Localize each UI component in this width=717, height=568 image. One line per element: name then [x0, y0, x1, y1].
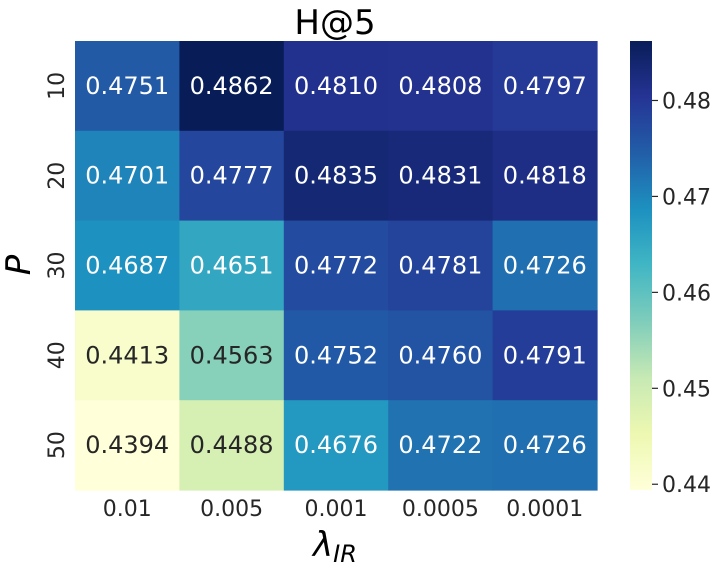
heatmap-cell — [388, 41, 494, 132]
x-axis-label: λIR — [311, 525, 357, 568]
cell-value-label: 0.4791 — [503, 341, 587, 369]
heatmap-cell — [388, 310, 494, 401]
heatmap-cells: 0.4751 0.4862 0.4810 0.4808 0.4797 0.4701 0.47… — [75, 41, 598, 491]
cell-value-label: 0.4777 — [190, 162, 274, 190]
heatmap-cell — [75, 130, 180, 222]
heatmap-cell — [283, 220, 389, 311]
heatmap-cell — [492, 400, 598, 491]
heatmap-cell — [75, 220, 180, 311]
heatmap-cell — [492, 41, 598, 132]
y-tick-label: 10 — [45, 72, 70, 100]
x-axis-label-subscript: IR — [333, 540, 357, 568]
y-axis-label: P — [0, 254, 39, 275]
colorbar-tick-label: 0.46 — [662, 281, 711, 306]
heatmap-cell — [283, 41, 389, 132]
cell-value-label: 0.4818 — [503, 162, 587, 190]
cell-value-label: 0.4651 — [190, 252, 274, 280]
cell-value-label: 0.4772 — [294, 252, 378, 280]
cell-value-label: 0.4797 — [503, 72, 587, 100]
y-tick-label: 20 — [45, 162, 70, 190]
heatmap-cell — [283, 310, 389, 401]
cell-value-label: 0.4701 — [85, 162, 169, 190]
heatmap-cell — [388, 400, 494, 491]
heatmap-cell — [283, 400, 389, 491]
cell-value-label: 0.4835 — [294, 162, 378, 190]
cell-value-label: 0.4808 — [398, 72, 482, 100]
colorbar-tick-label: 0.47 — [662, 185, 711, 210]
colorbar-ticks: 0.44 0.45 0.46 0.47 0.48 — [652, 89, 711, 498]
cell-value-label: 0.4488 — [190, 431, 274, 459]
x-tick-label: 0.01 — [103, 497, 152, 522]
heatmap-cell — [179, 400, 285, 491]
heatmap-cell — [75, 41, 180, 132]
x-tick-label: 0.0001 — [506, 497, 583, 522]
heatmap-cell — [179, 310, 285, 401]
cell-value-label: 0.4563 — [190, 341, 274, 369]
x-axis-label-main: λ — [311, 525, 333, 565]
cell-value-label: 0.4831 — [398, 162, 482, 190]
heatmap-cell — [492, 220, 598, 311]
y-axis-tick-labels: 10 20 30 40 50 — [45, 72, 70, 459]
cell-value-label: 0.4726 — [503, 252, 587, 280]
cell-value-label: 0.4752 — [294, 341, 378, 369]
x-tick-label: 0.001 — [305, 497, 368, 522]
heatmap-cell — [75, 400, 180, 491]
cell-value-label: 0.4394 — [85, 431, 169, 459]
heatmap-cell — [283, 130, 389, 222]
colorbar-tick-label: 0.48 — [662, 89, 711, 114]
x-axis-tick-labels: 0.01 0.005 0.001 0.0005 0.0001 — [103, 497, 584, 522]
cell-value-label: 0.4760 — [398, 341, 482, 369]
cell-value-label: 0.4676 — [294, 431, 378, 459]
heatmap-cell — [179, 41, 285, 132]
cell-value-label: 0.4726 — [503, 431, 587, 459]
cell-value-label: 0.4722 — [398, 431, 482, 459]
y-tick-label: 50 — [45, 431, 70, 459]
cell-value-label: 0.4751 — [85, 72, 169, 100]
heatmap-cell — [492, 130, 598, 222]
cell-value-label: 0.4810 — [294, 72, 378, 100]
heatmap-cell — [179, 130, 285, 222]
cell-value-label: 0.4862 — [190, 72, 274, 100]
heatmap-cell — [388, 130, 494, 222]
y-tick-label: 40 — [45, 341, 70, 369]
y-tick-label: 30 — [45, 252, 70, 280]
chart-title: H@5 — [294, 3, 375, 43]
colorbar — [630, 41, 652, 490]
heatmap-cell — [75, 310, 180, 401]
colorbar-tick-label: 0.45 — [662, 377, 711, 402]
cell-value-label: 0.4687 — [85, 252, 169, 280]
x-tick-label: 0.005 — [200, 497, 263, 522]
heatmap-cell — [179, 220, 285, 311]
cell-value-label: 0.4413 — [85, 341, 169, 369]
heatmap-cell — [388, 220, 494, 311]
colorbar-tick-label: 0.44 — [662, 473, 711, 498]
x-tick-label: 0.0005 — [402, 497, 479, 522]
heatmap-cell — [492, 310, 598, 401]
cell-value-label: 0.4781 — [398, 252, 482, 280]
